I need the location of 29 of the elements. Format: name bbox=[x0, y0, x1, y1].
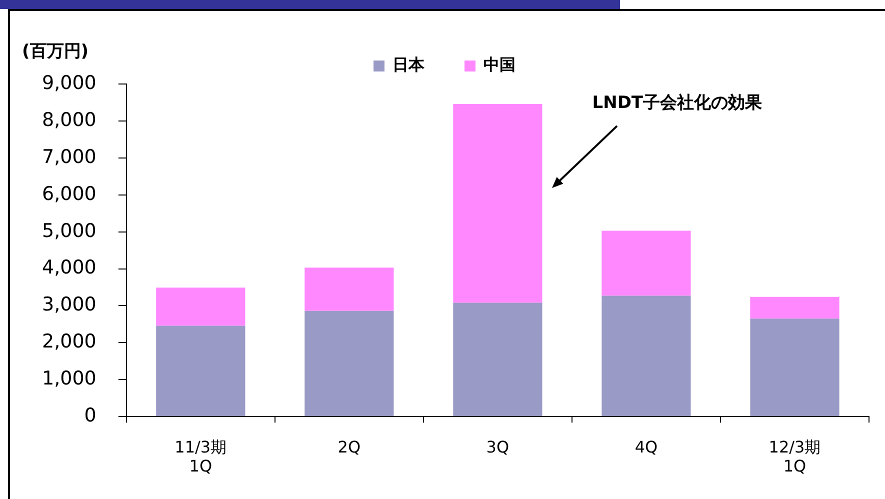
bar bbox=[602, 296, 691, 416]
bar bbox=[750, 296, 840, 319]
y-tick-label: 9,000 bbox=[42, 72, 96, 94]
x-tick-label: 2Q bbox=[338, 437, 361, 456]
legend-label: 日本 bbox=[392, 55, 426, 74]
x-tick-label: 4Q bbox=[634, 437, 658, 456]
bar bbox=[602, 230, 691, 296]
annotation: LNDT子会社化の効果 bbox=[592, 93, 764, 114]
legend-label: 中国 bbox=[484, 55, 516, 74]
y-tick-label: 8,000 bbox=[42, 108, 96, 131]
y-tick-label: 6,000 bbox=[42, 182, 96, 205]
bar bbox=[304, 268, 394, 311]
bar bbox=[156, 288, 246, 326]
y-axis-title: (百万円) bbox=[22, 41, 89, 62]
bar bbox=[156, 326, 246, 416]
y-tick-label: 2,000 bbox=[42, 330, 96, 353]
bar bbox=[453, 302, 542, 416]
bar bbox=[453, 104, 542, 303]
y-tick-label: 4,000 bbox=[42, 256, 96, 279]
y-tick-label: 7,000 bbox=[42, 146, 96, 168]
bar bbox=[750, 318, 840, 416]
x-tick-label: 3Q bbox=[486, 437, 510, 456]
y-tick-label: 5,000 bbox=[42, 220, 96, 242]
y-tick-label: 3,000 bbox=[42, 294, 96, 316]
y-tick-label: 1,000 bbox=[42, 368, 96, 390]
y-tick-label: 0 bbox=[84, 404, 96, 427]
bar bbox=[304, 310, 394, 416]
x-tick-label: 12/3期 1Q bbox=[768, 437, 821, 476]
x-tick-label: 11/3期 1Q bbox=[174, 437, 227, 476]
